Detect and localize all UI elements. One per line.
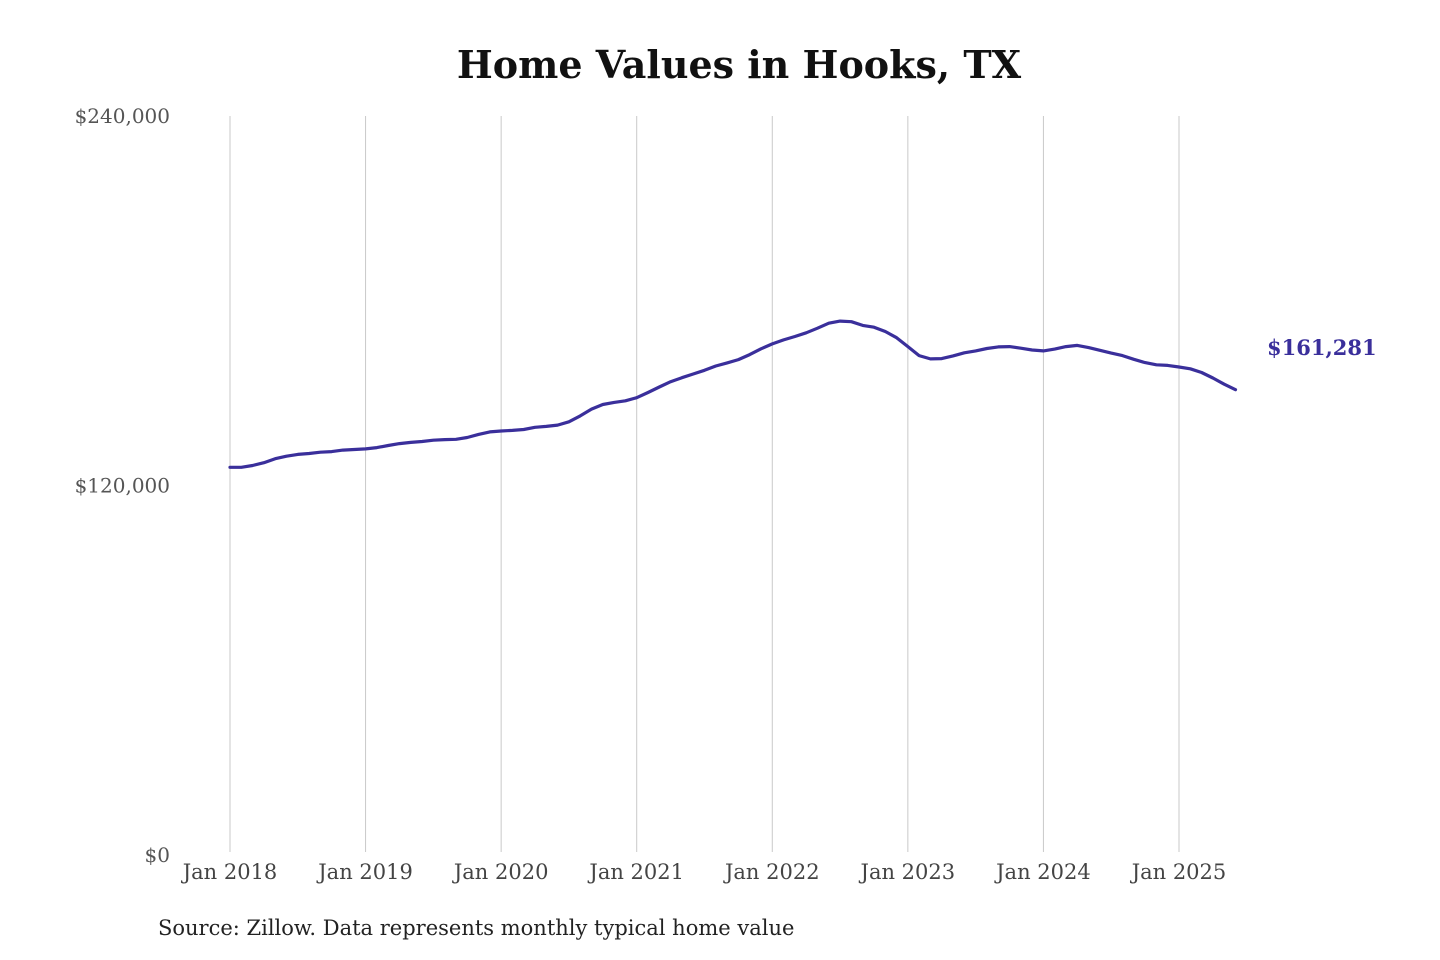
x-tick-label: Jan 2024 (994, 860, 1091, 884)
x-tick-label: Jan 2019 (316, 860, 413, 884)
x-tick-label: Jan 2023 (859, 860, 956, 884)
x-tick-label: Jan 2025 (1130, 860, 1227, 884)
y-tick-label: $240,000 (75, 104, 170, 128)
x-tick-label: Jan 2018 (181, 860, 278, 884)
end-value-label: $161,281 (1267, 335, 1377, 360)
x-tick-label: Jan 2022 (723, 860, 820, 884)
y-tick-label: $120,000 (75, 474, 170, 498)
data-labels: $161,281 (1267, 335, 1377, 360)
source-note: Source: Zillow. Data represents monthly … (158, 916, 795, 940)
x-tick-label: Jan 2021 (587, 860, 684, 884)
vertical-gridlines (229, 116, 1180, 852)
series-lines (228, 319, 1238, 469)
series-line-0 (228, 319, 1238, 469)
y-tick-label: $0 (145, 843, 170, 867)
x-tick-label: Jan 2020 (452, 860, 549, 884)
x-axis-tick-labels: Jan 2018 Jan 2019 Jan 2020 Jan 2021 Jan 2022… (181, 860, 1227, 884)
y-axis-tick-labels: $0 $120,000 $240,000 (75, 104, 170, 867)
chart-title: Home Values in Hooks, TX (456, 42, 1022, 87)
